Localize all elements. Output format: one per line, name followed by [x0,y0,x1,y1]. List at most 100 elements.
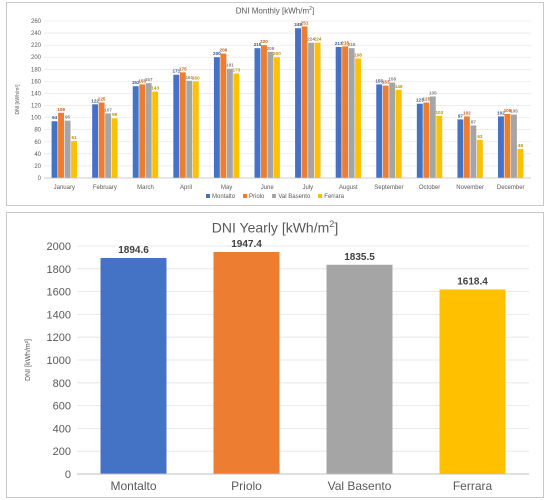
monthly-data-label: 61 [71,135,77,140]
yearly-y-tick-label: 0 [65,469,71,481]
monthly-x-tick-label: June [261,185,275,191]
monthly-y-tick-label: 60 [34,140,41,146]
legend-swatch [318,194,323,199]
monthly-data-label: 206 [220,48,228,53]
monthly-x-tick-label: March [137,185,154,191]
yearly-data-label: 1894.6 [118,245,149,256]
monthly-x-tick-label: October [419,185,440,191]
monthly-bar [186,80,193,178]
monthly-bar [308,42,314,178]
monthly-data-label: 218 [341,40,349,45]
monthly-data-label: 105 [510,109,518,114]
monthly-data-label: 135 [429,90,437,95]
yearly-title-main: DNI Yearly [kWh/m [211,219,330,236]
monthly-y-tick-label: 180 [31,67,42,73]
monthly-bar [335,46,342,178]
monthly-x-tick-label: May [221,185,232,191]
monthly-title-main: DNI Monthly [kWh/m [235,6,310,16]
monthly-y-tick-label: 220 [31,43,42,49]
yearly-chart-svg: 0 200 400 600 800 1000 1200 1400 1600 1800 2000 DNI… [25,239,529,493]
monthly-data-label: 158 [388,77,396,82]
monthly-bar [511,114,517,178]
monthly-data-label: 122 [91,98,99,103]
monthly-bar [51,121,58,178]
monthly-x-tick-label: September [374,185,403,191]
monthly-data-label: 143 [151,86,159,91]
monthly-data-label: 95 [65,115,71,120]
yearly-y-tick-label: 600 [53,401,71,413]
monthly-bar [58,112,64,178]
monthly-data-label: 155 [138,78,146,83]
monthly-legend-item: Val Basento [272,194,310,200]
monthly-y-tick-label: 240 [31,31,42,37]
monthly-y-tick-label: 20 [34,164,41,170]
monthly-bar [71,141,77,178]
monthly-data-label: 173 [233,68,241,73]
yearly-x-tick-label: Ferrara [453,479,493,493]
monthly-bar [179,72,186,178]
yearly-chart-panel: DNI Yearly [kWh/m2] 0 200 400 600 800 1000 120… [6,212,544,498]
monthly-bar [98,102,105,178]
monthly-data-label: 108 [57,107,65,112]
yearly-data-label: 1835.5 [344,252,375,263]
monthly-y-tick-label: 120 [31,104,42,110]
yearly-y-tick-label: 1600 [47,287,71,299]
legend-label: Val Basento [278,194,311,200]
monthly-x-tick-label: February [93,185,117,191]
monthly-bar [192,81,199,178]
yearly-x-tick-label: Val Basento [328,479,392,493]
monthly-y-tick-label: 260 [31,19,42,25]
monthly-y-tick-label: 200 [31,55,42,61]
yearly-title-sup: 2 [329,219,335,229]
yearly-y-tick-label: 400 [53,423,71,435]
monthly-bar [389,82,396,178]
monthly-x-tick-label: January [54,185,75,191]
monthly-bar [423,102,430,178]
monthly-x-tick-label: December [497,185,525,191]
legend-swatch [272,194,277,199]
yearly-y-tick-label: 1000 [47,355,71,367]
monthly-data-label: 125 [422,97,430,102]
yearly-bar [100,258,167,474]
legend-label: Priolo [249,194,265,200]
monthly-data-label: 217 [335,41,343,46]
monthly-bar [92,104,99,178]
monthly-data-label: 63 [477,134,483,139]
monthly-data-label: 97 [458,113,464,118]
monthly-legend-item: Priolo [243,194,264,200]
monthly-legend-item: Montalto [206,194,235,200]
monthly-data-label: 123 [416,98,424,103]
yearly-y-axis-label: DNI [kWh/m²] [25,339,32,381]
monthly-bar [476,139,483,178]
legend-label: Ferrara [324,194,344,200]
monthly-data-label: 125 [98,97,106,102]
monthly-data-label: 209 [267,46,275,51]
yearly-y-tick-label: 1200 [47,332,71,344]
monthly-data-label: 215 [254,42,262,47]
monthly-bar [226,68,233,178]
monthly-chart-panel: DNI Monthly [kWh/m2] 0 20 40 60 80 100 120 140 1… [6,2,544,206]
monthly-data-label: 161 [185,75,193,80]
monthly-bar [145,83,152,178]
monthly-x-tick-label: November [456,185,484,191]
monthly-data-label: 87 [471,119,477,124]
monthly-y-tick-label: 40 [34,152,41,158]
monthly-y-axis-label: DNI [kWh/m²] [15,84,21,115]
monthly-bar [342,46,349,178]
monthly-data-label: 157 [145,77,153,82]
monthly-bar [382,85,389,178]
yearly-x-tick-label: Montalto [110,479,156,493]
monthly-bar [457,119,464,178]
yearly-y-tick-label: 1400 [47,309,71,321]
monthly-data-label: 198 [354,52,362,57]
monthly-y-tick-label: 0 [38,176,42,182]
monthly-chart-svg: 0 20 40 60 80 100 120 140 160 180 200 220 240 260 DNI … [15,19,531,191]
monthly-x-tick-label: April [180,185,192,191]
monthly-bar [132,86,139,178]
monthly-bar [314,42,321,178]
monthly-data-label: 146 [395,84,403,89]
legend-swatch [243,194,248,199]
monthly-x-tick-label: August [339,185,358,191]
yearly-chart-title: DNI Yearly [kWh/m2] [7,219,543,236]
monthly-legend-item: Ferrara [318,194,344,200]
